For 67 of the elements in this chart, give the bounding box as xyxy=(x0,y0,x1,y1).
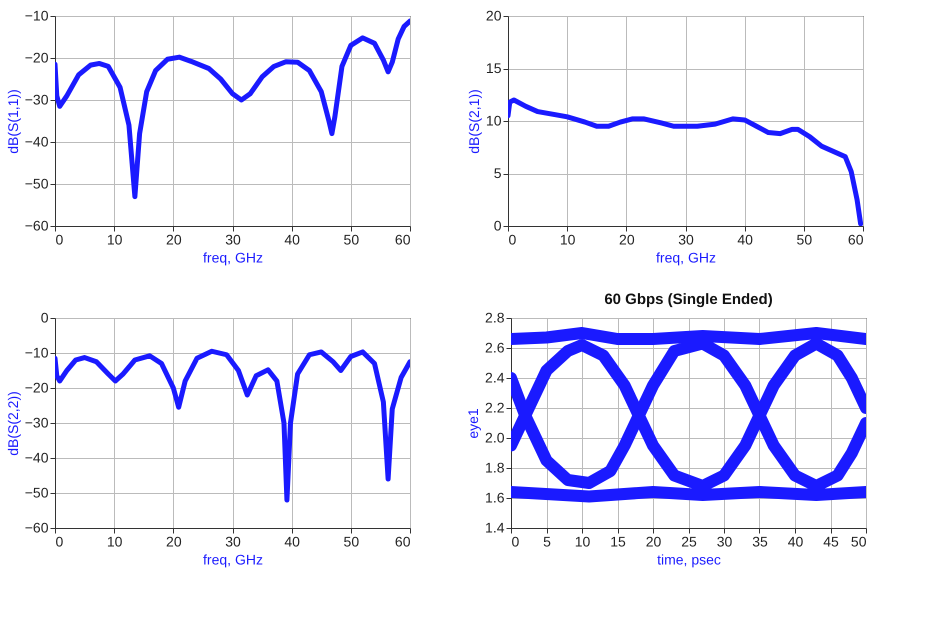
y-axis-title: eye1 xyxy=(465,408,482,439)
x-axis-title: freq, GHz xyxy=(203,552,263,568)
y-tick-label: 1.4 xyxy=(485,520,505,536)
y-tick-label: 1.6 xyxy=(485,490,505,506)
x-tick-label: 0 xyxy=(512,534,520,550)
y-tick-label: −10 xyxy=(24,344,49,360)
y-tick-label: 5 xyxy=(494,165,502,181)
x-tick-label: 50 xyxy=(850,534,867,550)
x-tick-label: 20 xyxy=(619,232,635,248)
x-tick-label: 60 xyxy=(394,232,411,248)
x-tick-label: 50 xyxy=(344,534,360,550)
y-tick-label: −10 xyxy=(24,8,49,24)
y-tick-label: 2.0 xyxy=(485,430,505,446)
x-tick-label: 50 xyxy=(796,232,812,248)
y-tick-label: −50 xyxy=(24,176,49,192)
x-tick-label: 20 xyxy=(646,534,662,550)
y-tick-label: −30 xyxy=(24,92,49,108)
x-tick-label: 45 xyxy=(823,534,839,550)
x-tick-label: 0 xyxy=(508,232,516,248)
x-tick-label: 25 xyxy=(681,534,697,550)
y-tick-label: −20 xyxy=(24,50,49,66)
x-tick-label: 20 xyxy=(166,534,182,550)
y-tick-label: 20 xyxy=(486,8,502,24)
y-tick-label: 0 xyxy=(494,218,502,234)
y-tick-label: −50 xyxy=(24,484,49,500)
y-tick-label: 2.2 xyxy=(485,400,505,416)
x-tick-label: 35 xyxy=(752,534,768,550)
y-tick-label: −60 xyxy=(24,218,49,234)
x-tick-label: 40 xyxy=(284,534,300,550)
x-axis-title: freq, GHz xyxy=(656,250,716,266)
x-tick-label: 0 xyxy=(56,534,64,550)
x-tick-label: 50 xyxy=(344,232,360,248)
x-tick-label: 30 xyxy=(678,232,694,248)
y-tick-label: 10 xyxy=(486,112,502,128)
y-tick-label: 1.8 xyxy=(485,460,505,476)
y-tick-label: −30 xyxy=(24,414,49,430)
x-tick-label: 10 xyxy=(574,534,590,550)
y-tick-label: −40 xyxy=(24,134,49,150)
y-tick-label: 2.6 xyxy=(485,340,505,356)
x-tick-label: 40 xyxy=(737,232,754,248)
chart-title: 60 Gbps (Single Ended) xyxy=(604,291,773,308)
y-tick-label: −40 xyxy=(24,450,49,466)
x-tick-label: 10 xyxy=(106,232,123,248)
x-tick-label: 30 xyxy=(716,534,732,550)
y-tick-label: 2.8 xyxy=(485,310,505,326)
y-tick-label: −60 xyxy=(24,520,49,536)
y-tick-label: −20 xyxy=(24,380,49,396)
x-tick-label: 0 xyxy=(56,232,64,248)
y-axis-title: dB(S(1,1)) xyxy=(4,89,21,154)
x-tick-label: 40 xyxy=(788,534,804,550)
x-tick-label: 40 xyxy=(284,232,300,248)
x-tick-label: 10 xyxy=(560,232,576,248)
x-tick-label: 30 xyxy=(225,232,241,248)
y-axis-title: dB(S(2,1)) xyxy=(466,89,482,154)
x-tick-label: 30 xyxy=(225,534,241,550)
x-axis-title: freq, GHz xyxy=(203,250,263,266)
x-tick-label: 60 xyxy=(394,534,411,550)
x-tick-label: 20 xyxy=(166,232,182,248)
y-tick-label: 2.4 xyxy=(485,370,505,386)
x-tick-label: 5 xyxy=(543,534,552,550)
y-axis-title: dB(S(2,2)) xyxy=(4,391,21,456)
y-tick-label: 0 xyxy=(40,310,49,326)
y-tick-label: 15 xyxy=(486,60,502,76)
x-tick-label: 15 xyxy=(610,534,626,550)
x-tick-label: 60 xyxy=(848,232,864,248)
x-tick-label: 10 xyxy=(106,534,123,550)
x-axis-title: time, psec xyxy=(657,552,721,568)
